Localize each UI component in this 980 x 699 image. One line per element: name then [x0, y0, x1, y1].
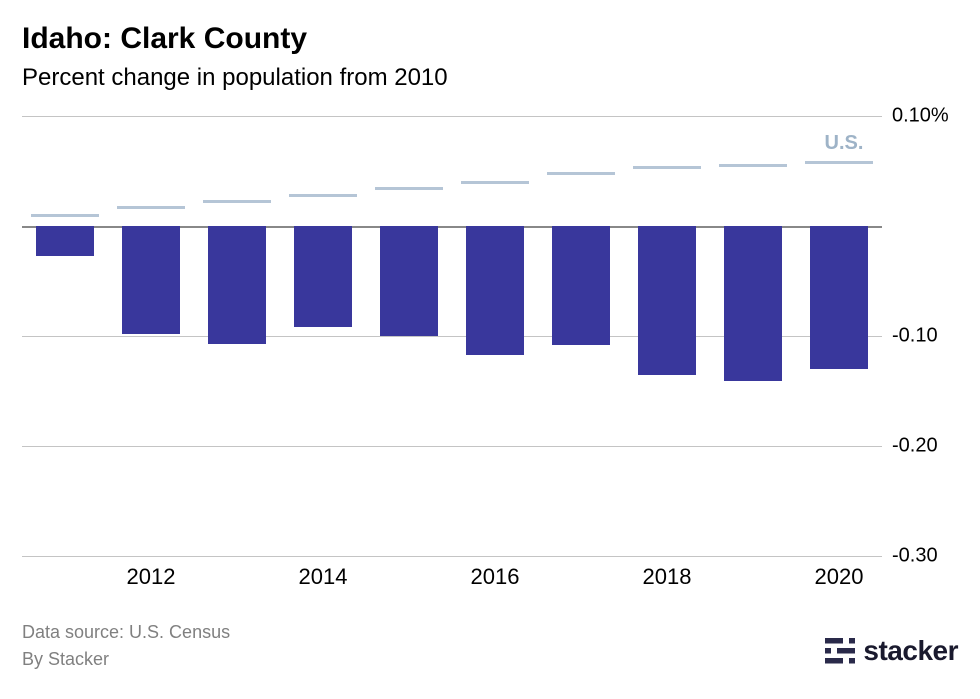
bar: [552, 226, 610, 345]
us-comparison-line: [117, 206, 184, 209]
x-axis-label: 2016: [471, 564, 520, 590]
y-axis-label: -0.30: [892, 545, 938, 568]
us-comparison-line: [719, 164, 786, 167]
bar: [638, 226, 696, 375]
y-axis-label: 0.10%: [892, 105, 949, 128]
chart-title: Idaho: Clark County: [22, 22, 958, 56]
us-comparison-line: [805, 161, 872, 164]
chart-plot: U.S.: [22, 116, 882, 556]
us-comparison-line: [203, 200, 270, 203]
bar: [466, 226, 524, 355]
us-comparison-line: [31, 214, 98, 217]
data-source-text: Data source: U.S. Census: [22, 619, 230, 646]
stacker-logo: stacker: [825, 635, 958, 667]
byline-text: By Stacker: [22, 646, 230, 673]
bar: [724, 226, 782, 381]
x-axis-labels: 2012 2014 2016 2018 2020: [22, 564, 882, 594]
grid-line: [22, 116, 882, 117]
bar: [36, 226, 94, 256]
chart-footer: Data source: U.S. Census By Stacker: [22, 619, 230, 673]
bar: [294, 226, 352, 327]
y-axis-label: -0.10: [892, 325, 938, 348]
grid-line: [22, 446, 882, 447]
x-axis-label: 2018: [643, 564, 692, 590]
us-comparison-line: [633, 166, 700, 169]
x-axis-label: 2020: [815, 564, 864, 590]
bar: [810, 226, 868, 369]
x-axis-label: 2014: [299, 564, 348, 590]
chart-subtitle: Percent change in population from 2010: [22, 64, 958, 92]
us-comparison-line: [375, 187, 442, 190]
stacker-logo-icon: [825, 638, 855, 664]
us-series-label: U.S.: [825, 132, 864, 155]
bar: [380, 226, 438, 336]
grid-line: [22, 556, 882, 557]
us-comparison-line: [547, 172, 614, 175]
bar: [208, 226, 266, 344]
x-axis-label: 2012: [127, 564, 176, 590]
us-comparison-line: [289, 194, 356, 197]
us-comparison-line: [461, 181, 528, 184]
chart-area: U.S. 20122014201620182020 0.10%-0.10-0.2…: [22, 116, 958, 556]
y-axis-label: -0.20: [892, 435, 938, 458]
stacker-logo-text: stacker: [863, 635, 958, 667]
bar: [122, 226, 180, 334]
